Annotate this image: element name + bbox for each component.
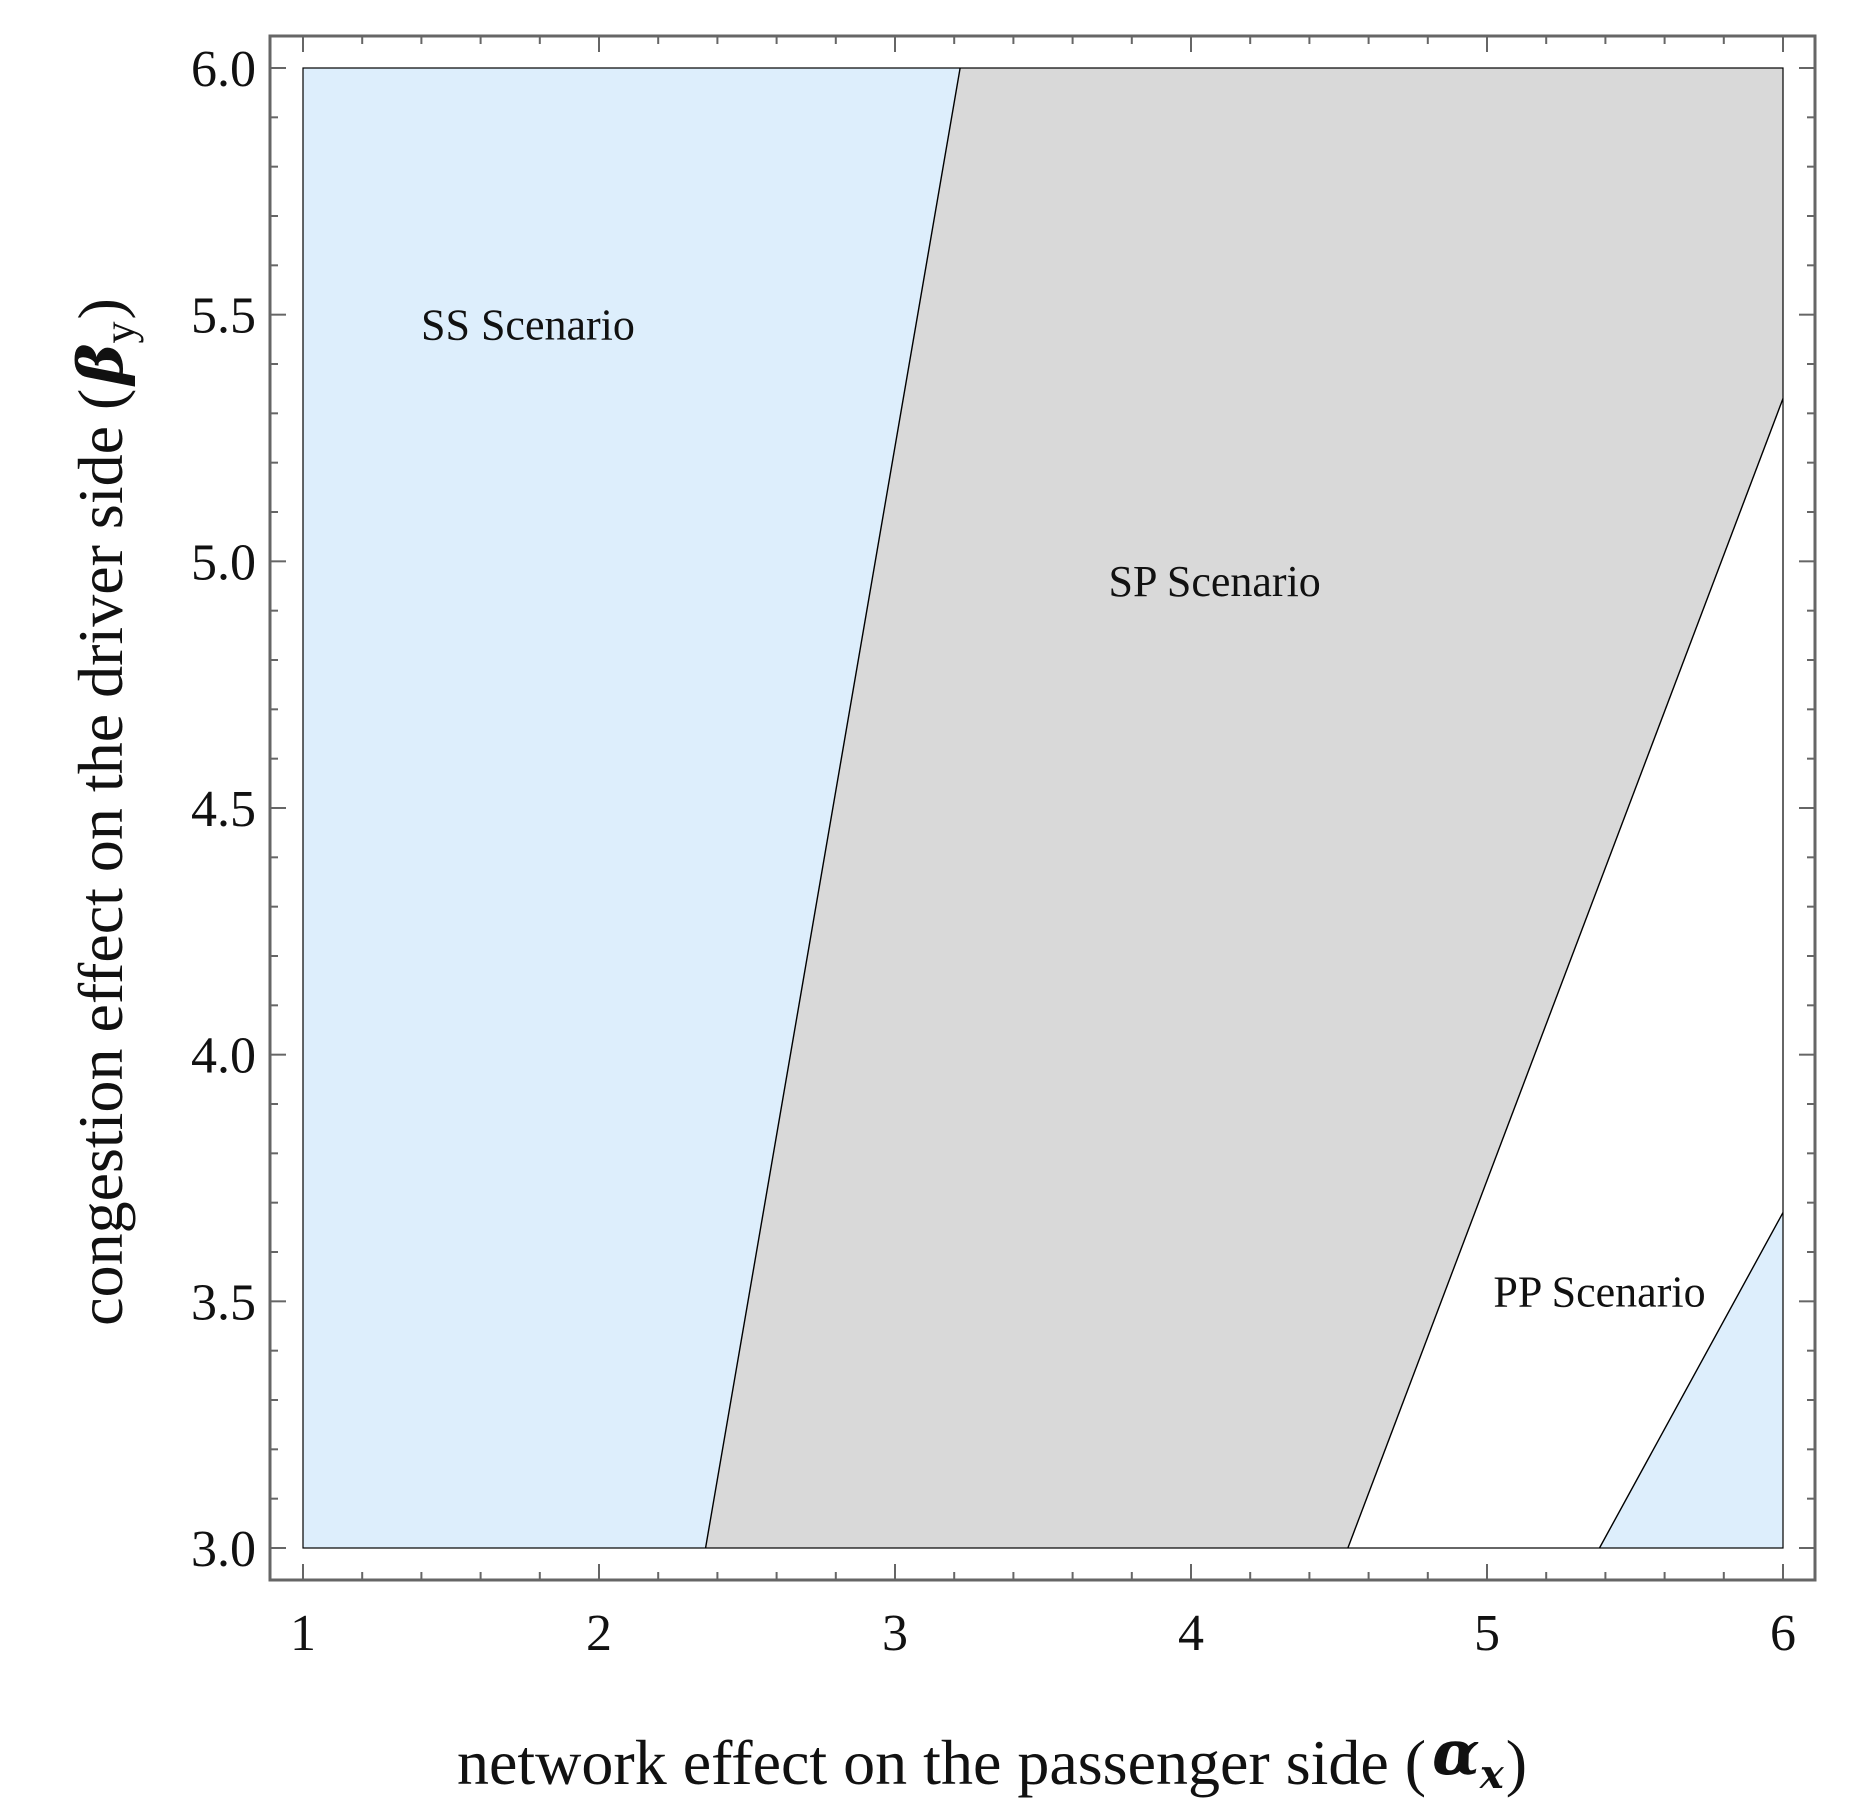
y-axis-title-close: ) bbox=[65, 298, 136, 319]
x-axis-title-close: ) bbox=[1506, 1727, 1527, 1798]
sp-scenario-label: SP Scenario bbox=[1109, 557, 1321, 606]
y-axis-title-text: congestion effect on the driver side ( bbox=[65, 389, 136, 1326]
alpha-subscript: x bbox=[1479, 1751, 1505, 1798]
x-axis-title: network effect on the passenger side (αx… bbox=[457, 1716, 1527, 1798]
x-tick-label: 5 bbox=[1474, 1605, 1500, 1662]
beta-subscript: y bbox=[95, 321, 144, 343]
x-tick-label: 3 bbox=[882, 1605, 908, 1662]
region-ss-scenario bbox=[303, 68, 961, 1548]
y-axis-title: congestion effect on the driver side (βy… bbox=[64, 298, 144, 1326]
regions-layer bbox=[303, 68, 1783, 1548]
y-tick-label: 6.0 bbox=[191, 41, 256, 98]
y-tick-label: 3.0 bbox=[191, 1521, 256, 1578]
y-tick-label: 4.0 bbox=[191, 1028, 256, 1085]
x-tick-label: 4 bbox=[1178, 1605, 1204, 1662]
boundaries-layer bbox=[704, 67, 1784, 1549]
annotations-layer: SS Scenario SP Scenario PP Scenario bbox=[421, 301, 1706, 1317]
beta-symbol: β bbox=[64, 343, 137, 386]
y-tick-label: 5.5 bbox=[191, 288, 256, 345]
y-tick-label: 5.0 bbox=[191, 534, 256, 591]
plot-area-border bbox=[302, 67, 1784, 1549]
boundary-sp-pp bbox=[1347, 398, 1784, 1549]
ticks-layer bbox=[270, 36, 1815, 1580]
y-tick-label: 4.5 bbox=[191, 781, 256, 838]
alpha-symbol: α bbox=[1432, 1716, 1480, 1789]
boundary-pp-edge bbox=[1598, 1212, 1784, 1549]
x-tick-label: 1 bbox=[290, 1605, 316, 1662]
boundary-ss-sp bbox=[704, 67, 961, 1549]
x-tick-label: 2 bbox=[586, 1605, 612, 1662]
y-tick-label: 3.5 bbox=[191, 1274, 256, 1331]
pp-scenario-label: PP Scenario bbox=[1493, 1267, 1705, 1316]
region-sp-scenario bbox=[705, 68, 1783, 1548]
ss-scenario-label: SS Scenario bbox=[421, 301, 635, 350]
x-tick-label: 6 bbox=[1770, 1605, 1796, 1662]
tick-labels-layer: 1 2 3 4 5 6 3.0 3.5 4.0 4.5 5.0 5.5 6.0 bbox=[191, 41, 1796, 1662]
x-axis-title-text: network effect on the passenger side ( bbox=[457, 1727, 1426, 1798]
